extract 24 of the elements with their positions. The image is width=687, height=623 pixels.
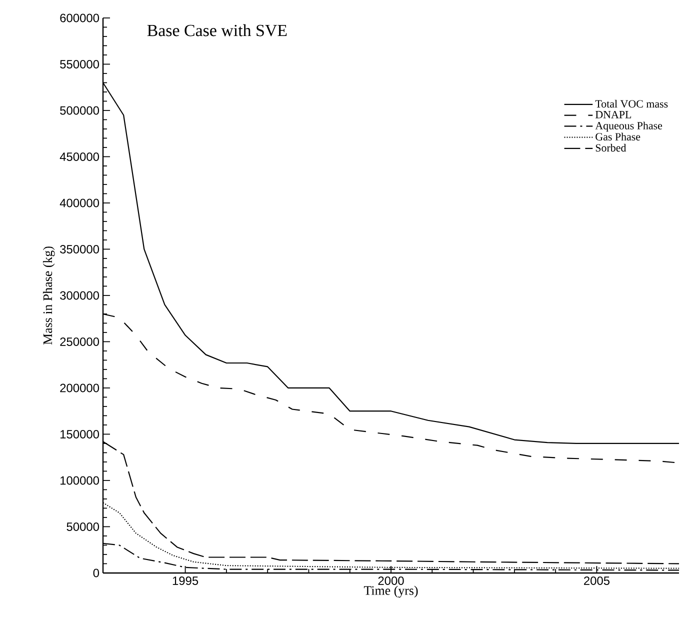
y-tick-label: 500000: [60, 106, 100, 115]
x-tick-label: 2005: [584, 576, 610, 585]
y-tick-label: 0: [93, 568, 100, 578]
x-axis-title: Time (yrs): [364, 586, 418, 598]
y-tick-label: 450000: [60, 152, 100, 161]
y-tick-label: 300000: [60, 291, 100, 300]
chart-title: Base Case with SVE: [147, 24, 287, 36]
y-tick-label: 350000: [60, 245, 100, 254]
x-tick-label: 2000: [378, 576, 404, 585]
y-tick-label: 150000: [60, 430, 100, 438]
y-tick-label: 100000: [60, 476, 100, 485]
y-axis-title: Mass in Phase (kg): [42, 246, 55, 345]
y-tick-label: 250000: [60, 338, 100, 346]
legend-label: Gas Phase: [596, 132, 640, 140]
y-tick-label: 200000: [60, 384, 100, 392]
x-tick-label: 1995: [172, 576, 198, 585]
y-tick-label: 50000: [66, 522, 100, 531]
legend-label: Sorbed: [596, 144, 626, 152]
y-tick-label: 400000: [60, 198, 100, 208]
legend-label: DNAPL: [595, 110, 632, 118]
y-tick-label: 550000: [60, 60, 100, 68]
legend-label: Aqueous Phase: [595, 122, 662, 132]
legend-label: Total VOC mass: [595, 100, 668, 108]
y-tick-label: 600000: [60, 14, 100, 22]
